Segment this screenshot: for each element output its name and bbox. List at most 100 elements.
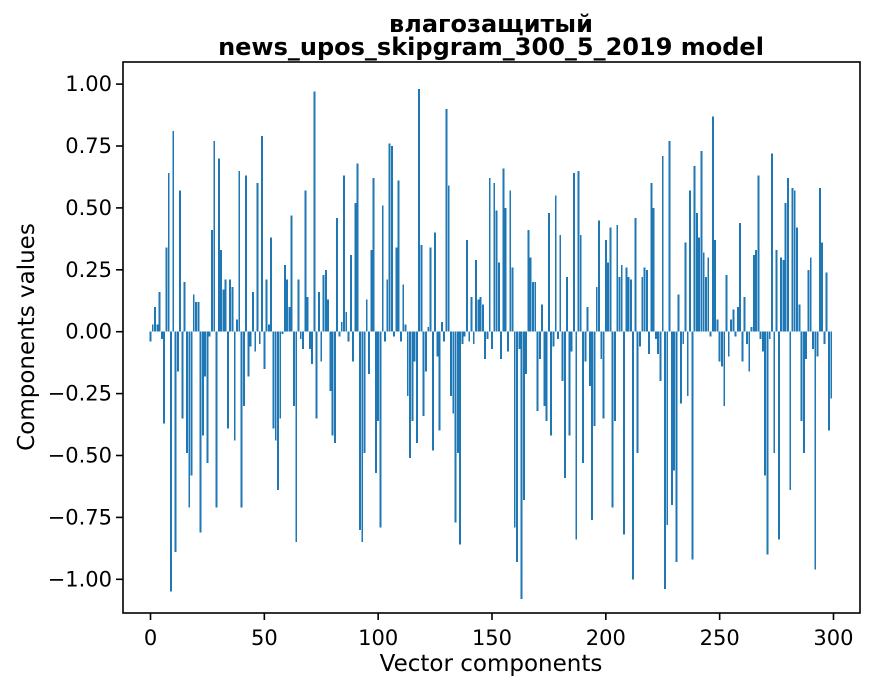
bar [725, 274, 728, 332]
bar [486, 331, 489, 340]
bar [700, 150, 703, 332]
bar [818, 188, 821, 332]
bar [500, 331, 503, 359]
bar [427, 326, 430, 332]
bar [226, 331, 229, 429]
bar [324, 269, 327, 332]
bar [625, 267, 628, 332]
bar [240, 331, 243, 508]
bar [399, 331, 402, 342]
bar [208, 331, 211, 337]
bar [793, 190, 796, 332]
bar [222, 289, 225, 332]
bar [593, 331, 596, 426]
bar [413, 331, 416, 362]
bar [267, 324, 270, 332]
bar [743, 297, 746, 332]
x-tick-label: 150 [472, 626, 512, 650]
bar [550, 331, 553, 436]
bar [197, 301, 200, 332]
bar [256, 183, 259, 332]
bar [338, 331, 341, 337]
bar [374, 331, 377, 473]
bar [345, 311, 348, 332]
bar [322, 274, 325, 332]
x-tick-label: 300 [813, 626, 853, 650]
bar [363, 331, 366, 454]
y-tick-label: 0.75 [65, 134, 112, 158]
bar [573, 173, 575, 332]
bar [327, 299, 330, 332]
bar [611, 331, 614, 508]
bar [532, 282, 534, 332]
bar [668, 141, 671, 332]
bar [570, 331, 573, 352]
bar [495, 210, 498, 332]
bar [609, 227, 612, 332]
bar [545, 331, 548, 421]
bar [445, 108, 448, 332]
bar [418, 89, 421, 332]
bar [807, 269, 810, 332]
bar [409, 331, 411, 458]
bar [575, 331, 578, 540]
bar [283, 264, 286, 332]
bar [657, 331, 660, 354]
x-tick-label: 100 [358, 626, 398, 650]
bar [286, 279, 289, 332]
bar [261, 136, 263, 332]
bar [299, 331, 302, 340]
bar [318, 292, 320, 332]
bar [466, 240, 468, 332]
bar [370, 249, 373, 332]
bar [557, 331, 559, 340]
bar [764, 331, 767, 476]
bar [707, 257, 710, 332]
bar [645, 269, 648, 332]
bar [582, 331, 584, 463]
bar [195, 301, 197, 332]
bar [463, 331, 466, 337]
bar [372, 178, 375, 332]
x-tick-label: 50 [251, 626, 278, 650]
bar [591, 331, 594, 520]
bar [536, 331, 539, 411]
y-tick-label: 0.00 [65, 320, 112, 344]
bar [568, 331, 571, 436]
bar [154, 306, 156, 332]
bar [245, 175, 248, 332]
bar [183, 282, 186, 332]
bar [429, 247, 432, 332]
bar [613, 331, 616, 421]
bar [511, 267, 514, 332]
bar [185, 331, 188, 454]
bar [365, 299, 368, 332]
bar [167, 173, 170, 332]
bar [805, 331, 808, 359]
bar [434, 232, 437, 332]
bar [288, 306, 291, 332]
bar [242, 331, 245, 406]
bar [634, 217, 637, 332]
bar [522, 331, 525, 501]
bar [714, 240, 717, 332]
y-axis-label: Components values [14, 223, 40, 451]
bar [750, 326, 753, 332]
chart-title: влагозащитый [389, 10, 593, 38]
bar [541, 304, 544, 332]
bar [306, 297, 309, 332]
bar [170, 331, 172, 592]
y-tick-label: −1.00 [48, 567, 112, 591]
bar [677, 294, 680, 332]
bar [636, 331, 639, 454]
bar [588, 331, 591, 387]
bar [452, 331, 455, 414]
bar [425, 331, 427, 372]
bar [538, 331, 541, 359]
bar [771, 153, 773, 332]
bar [204, 331, 207, 377]
bar [149, 331, 152, 342]
bar [513, 331, 516, 528]
bar [584, 331, 587, 362]
